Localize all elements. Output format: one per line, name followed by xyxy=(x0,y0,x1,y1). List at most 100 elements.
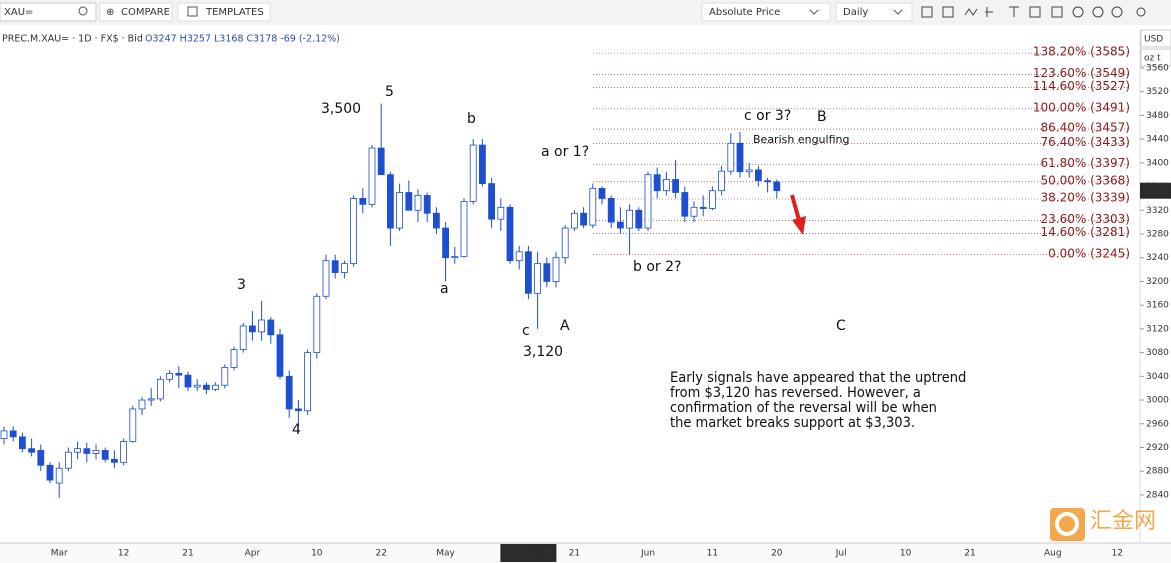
wave-label: 3 xyxy=(237,277,246,293)
candle-body xyxy=(718,170,725,192)
candle-body xyxy=(525,251,532,294)
unit-select[interactable] xyxy=(1140,48,1171,67)
dropdown-caret xyxy=(893,9,903,15)
candle-body xyxy=(764,180,771,183)
x-tick-label: 21 xyxy=(182,549,193,559)
wave-label: c or 3? xyxy=(744,108,791,124)
candle-body xyxy=(175,372,183,376)
candle-body xyxy=(497,206,505,220)
y-tick-label: 3080 xyxy=(1146,348,1169,358)
templates-label: TEMPLATES xyxy=(205,7,264,18)
pattern-label: Bearish engulfing xyxy=(753,133,849,146)
note-line: Early signals have appeared that the upt… xyxy=(670,370,966,386)
candle-body xyxy=(663,179,670,192)
candle-body xyxy=(0,430,8,439)
y-tick-label: 3280 xyxy=(1146,230,1169,240)
y-tick-label: 3200 xyxy=(1146,277,1169,287)
y-tick-label: 2840 xyxy=(1146,490,1169,500)
y-tick-label: 3040 xyxy=(1146,372,1169,382)
candle-body xyxy=(727,142,735,172)
y-tick-label: 3240 xyxy=(1146,253,1169,263)
candle-body xyxy=(598,187,606,199)
candle-body xyxy=(304,352,312,412)
candle-body xyxy=(451,256,459,259)
x-tick-label: 10 xyxy=(311,549,323,559)
quote: O3247 H3257 L3168 C3178 -69 (-2.12%) xyxy=(145,34,340,45)
watermark: 汇金网 xyxy=(1050,508,1156,541)
down-arrow xyxy=(790,194,806,235)
note-line: from $3,120 has reversed. However, a xyxy=(670,385,921,401)
candle-body xyxy=(755,169,762,182)
price-mode: Absolute Price xyxy=(709,7,780,18)
candle-body xyxy=(460,200,468,257)
price-mode-dropdown[interactable] xyxy=(701,2,831,22)
x-tick-label: 22 xyxy=(375,549,386,559)
fib-label: 86.40% (3457) xyxy=(1041,121,1130,135)
dropdown-caret xyxy=(809,9,819,15)
templates-button[interactable] xyxy=(177,2,271,22)
wave-label: a xyxy=(440,281,449,297)
candle-body xyxy=(350,198,358,265)
x-tick-label: 20 xyxy=(771,549,783,559)
candle-body xyxy=(212,384,220,390)
candle-body xyxy=(442,227,450,259)
tool-icons[interactable] xyxy=(921,6,1146,18)
plot: 2840288029202960300030403080312031603200… xyxy=(0,45,1171,562)
candle-body xyxy=(432,212,440,229)
last-price-box xyxy=(1140,182,1171,199)
candle-body xyxy=(589,187,597,226)
candle-body xyxy=(681,192,689,217)
crosshair-date-box xyxy=(500,544,557,562)
candle-body xyxy=(202,384,210,390)
wave-label: 5 xyxy=(385,84,394,100)
candle-body xyxy=(120,441,127,463)
candle-body xyxy=(561,227,569,259)
compare-button[interactable] xyxy=(99,2,173,22)
candle-body xyxy=(386,174,394,229)
candle-body xyxy=(313,295,321,354)
x-tick-label: Mar xyxy=(51,549,68,559)
x-tick-label: 12 xyxy=(118,549,129,559)
candle-body xyxy=(377,147,385,176)
candle-body xyxy=(672,179,679,193)
candle-body xyxy=(37,450,45,466)
wave-label: C xyxy=(836,318,846,334)
candle-body xyxy=(230,349,238,368)
candle-body xyxy=(18,436,26,450)
fib-label: 114.60% (3527) xyxy=(1033,79,1130,93)
candle-body xyxy=(340,263,348,273)
y-tick-label: 3480 xyxy=(1146,111,1169,121)
candle-body xyxy=(276,334,284,377)
symbol-search[interactable] xyxy=(0,2,97,22)
x-tick-label: 12 xyxy=(1111,549,1122,559)
currency-select[interactable] xyxy=(1140,29,1171,48)
fib-label: 138.20% (3585) xyxy=(1033,45,1130,59)
candle-body xyxy=(699,206,707,209)
y-tick-label: 3160 xyxy=(1146,301,1169,311)
wave-label: 4 xyxy=(292,422,301,438)
x-tick-label: 21 xyxy=(569,549,580,559)
candle-body xyxy=(580,212,587,226)
candle-body xyxy=(285,375,293,410)
x-tick-label: Aug xyxy=(1044,549,1062,559)
candle-body xyxy=(193,384,201,388)
candle-body xyxy=(258,319,266,333)
candle-body xyxy=(617,221,624,229)
candle-body xyxy=(405,192,413,211)
y-tick-label: 3000 xyxy=(1146,396,1169,406)
wave-label: 3,120 xyxy=(523,344,563,360)
x-tick-label: Jun xyxy=(640,549,655,559)
fib-label: 61.80% (3397) xyxy=(1041,156,1130,170)
candle-body xyxy=(221,367,229,386)
wave-label: B xyxy=(817,109,827,125)
candle-body xyxy=(248,325,256,333)
wave-label: b or 2? xyxy=(633,259,681,275)
candle-body xyxy=(65,451,72,469)
y-tick-label: 2880 xyxy=(1146,467,1169,477)
x-tick-label: Jul xyxy=(835,549,847,559)
candle-body xyxy=(331,260,339,273)
candle-body xyxy=(644,174,652,229)
candle-body xyxy=(773,181,781,192)
interval-dropdown[interactable] xyxy=(835,2,913,22)
candle-body xyxy=(626,209,633,229)
